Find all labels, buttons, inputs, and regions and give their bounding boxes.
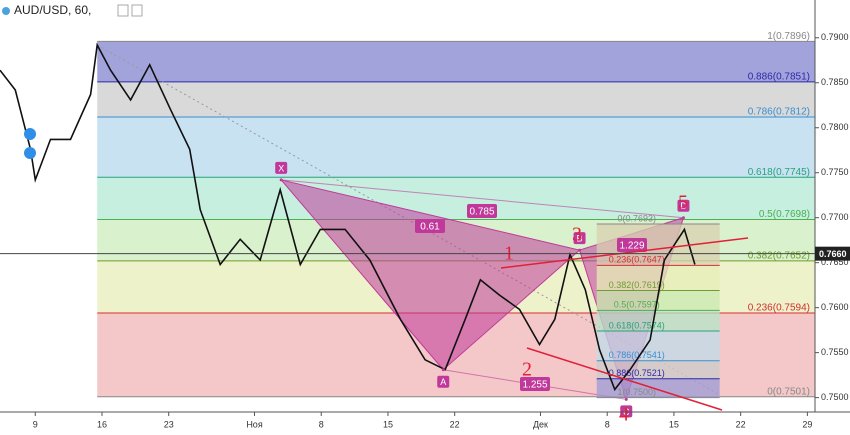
fib-band: [97, 177, 815, 220]
wave-label: 3: [572, 224, 582, 246]
x-tick-label: 29: [802, 419, 812, 429]
fib-level-label: 0.236(0.7647): [609, 255, 665, 265]
fib-band: [97, 41, 815, 82]
point-label: X: [278, 163, 284, 173]
fib-band: [596, 378, 720, 398]
fib-band: [596, 310, 720, 332]
point-label: B: [577, 233, 583, 243]
point-label: D: [680, 201, 687, 211]
x-tick-label: Ноя: [246, 419, 263, 429]
y-tick-label: 0.7900: [821, 32, 849, 42]
fib-level-label: 0.382(0.7619): [609, 280, 665, 290]
y-tick-label: 0.7550: [821, 347, 849, 357]
fib-level-label: 0.786(0.7541): [609, 350, 665, 360]
pivot-icon: [24, 147, 36, 159]
ratio-label: 1.229: [619, 241, 644, 252]
y-axis-area: [815, 0, 850, 435]
settings-button[interactable]: [117, 4, 129, 17]
x-tick-label: 22: [736, 419, 746, 429]
fib-level-label: 0.382(0.7652): [748, 251, 810, 262]
fib-level-label: 0.618(0.7745): [748, 167, 810, 178]
wave-line: [526, 347, 723, 411]
x-tick-label: Дек: [533, 419, 548, 429]
symbol-title: AUD/USD, 60,: [14, 3, 91, 17]
pivot-icon: [24, 128, 36, 140]
pattern-point: [624, 397, 628, 401]
x-tick-label: 15: [669, 419, 679, 429]
fib-level-label: 0(0.7693): [617, 213, 656, 223]
point-badge: [275, 161, 288, 174]
fib-band: [596, 265, 720, 291]
wave-label: 2: [522, 359, 532, 381]
wave-label: 5: [678, 192, 688, 214]
y-tick-label: 0.7850: [821, 77, 849, 87]
fib-level-label: 0.618(0.7574): [609, 320, 665, 330]
pattern-point: [578, 248, 582, 252]
y-tick-label: 0.7700: [821, 212, 849, 222]
x-tick-label: 8: [605, 419, 610, 429]
pattern-point: [441, 368, 445, 372]
fib-level-label: 1(0.7500): [617, 387, 656, 397]
pattern-point: [681, 216, 685, 220]
wave-line: [500, 237, 749, 269]
x-tick-label: 9: [33, 419, 38, 429]
close-button[interactable]: [131, 4, 143, 17]
wave-label: 4: [619, 404, 629, 426]
ratio-badge: [617, 238, 647, 252]
y-tick-label: 0.7750: [821, 167, 849, 177]
ratio-label: 1.255: [522, 380, 547, 391]
fib-level-label: 1(0.7896): [767, 31, 810, 42]
header-bg: [0, 0, 140, 22]
x-tick-label: 16: [97, 419, 107, 429]
y-tick-label: 0.7600: [821, 302, 849, 312]
point-label: A: [440, 377, 446, 387]
fib-level-label: 0.786(0.7812): [748, 107, 810, 118]
pattern-triangle: [279, 179, 581, 371]
pattern-point: [279, 178, 283, 182]
fib-band: [596, 331, 720, 361]
y-tick-label: 0.7650: [821, 257, 849, 267]
ratio-badge: [520, 377, 550, 391]
status-dot: [2, 7, 10, 15]
fib-band: [97, 116, 815, 178]
current-price-label: 0.7660: [819, 249, 847, 259]
fib-level-label: 0.886(0.7851): [748, 72, 810, 83]
ratio-badge: [467, 204, 497, 218]
x-tick-label: 22: [450, 419, 460, 429]
fib-level-label: 0.5(0.7698): [759, 209, 810, 220]
ratio-badge: [415, 219, 445, 233]
point-badge: [677, 199, 690, 212]
fib-level-label: 0.236(0.7594): [748, 303, 810, 314]
fib-band: [97, 81, 815, 117]
fib-band: [596, 290, 720, 311]
ratio-label: 0.61: [420, 222, 440, 233]
fib-level-label: 0.5(0.7597): [614, 300, 660, 310]
point-badge: [437, 375, 450, 388]
y-tick-label: 0.7500: [821, 392, 849, 402]
y-tick-label: 0.7800: [821, 122, 849, 132]
x-tick-label: 8: [319, 419, 324, 429]
current-price-badge: [815, 246, 850, 261]
point-badge: [573, 232, 586, 245]
x-tick-label: 23: [164, 419, 174, 429]
ratio-label: 0.785: [469, 207, 494, 218]
point-badge: [620, 405, 633, 418]
fib-level-label: 0.886(0.7521): [609, 368, 665, 378]
pattern-leg: [281, 179, 684, 219]
price-line: [0, 42, 696, 392]
x-tick-label: 15: [383, 419, 393, 429]
fib-level-label: 0(0.7501): [767, 386, 810, 397]
